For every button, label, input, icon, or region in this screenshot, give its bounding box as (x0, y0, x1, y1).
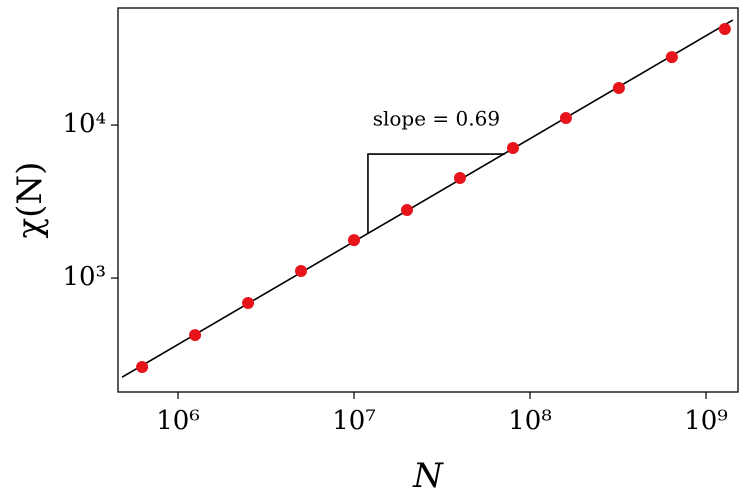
x-axis-label: N (412, 456, 444, 496)
x-tick-label: 10⁹ (684, 406, 728, 436)
point (506, 141, 519, 154)
point (453, 171, 466, 184)
slope-triangle (367, 153, 505, 234)
y-tick-label: 10⁴ (62, 109, 106, 139)
point (559, 112, 572, 125)
fit-line (121, 19, 734, 378)
x-tick-label: 10⁸ (508, 406, 552, 436)
x-tick-label: 10⁶ (156, 406, 200, 436)
point (400, 204, 413, 217)
x-tick-label: 10⁷ (332, 406, 376, 436)
point (242, 296, 255, 309)
point (295, 265, 308, 278)
point (718, 23, 731, 36)
point (665, 51, 678, 64)
plot-frame (117, 7, 739, 393)
point (348, 234, 361, 247)
point (612, 82, 625, 95)
point (136, 361, 149, 374)
y-axis-label: χ(N) (10, 162, 50, 239)
y-tick-label: 10³ (62, 262, 106, 292)
point (189, 329, 202, 342)
slope-label: slope = 0.69 (373, 107, 500, 131)
